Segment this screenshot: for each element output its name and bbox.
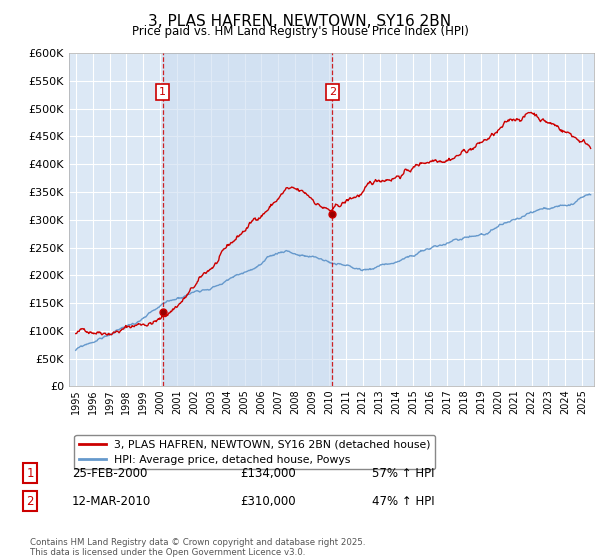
Text: 1: 1 (26, 466, 34, 480)
Text: 12-MAR-2010: 12-MAR-2010 (72, 494, 151, 508)
Text: 47% ↑ HPI: 47% ↑ HPI (372, 494, 434, 508)
Text: 3, PLAS HAFREN, NEWTOWN, SY16 2BN: 3, PLAS HAFREN, NEWTOWN, SY16 2BN (148, 14, 452, 29)
Text: 2: 2 (26, 494, 34, 508)
Text: Price paid vs. HM Land Registry's House Price Index (HPI): Price paid vs. HM Land Registry's House … (131, 25, 469, 38)
Text: £134,000: £134,000 (240, 466, 296, 480)
Text: 25-FEB-2000: 25-FEB-2000 (72, 466, 148, 480)
Text: 2: 2 (329, 87, 336, 97)
Bar (163, 53, 332, 386)
Text: £310,000: £310,000 (240, 494, 296, 508)
Text: 57% ↑ HPI: 57% ↑ HPI (372, 466, 434, 480)
Text: 1: 1 (159, 87, 166, 97)
Text: Contains HM Land Registry data © Crown copyright and database right 2025.
This d: Contains HM Land Registry data © Crown c… (30, 538, 365, 557)
Legend: 3, PLAS HAFREN, NEWTOWN, SY16 2BN (detached house), HPI: Average price, detached: 3, PLAS HAFREN, NEWTOWN, SY16 2BN (detac… (74, 435, 436, 469)
